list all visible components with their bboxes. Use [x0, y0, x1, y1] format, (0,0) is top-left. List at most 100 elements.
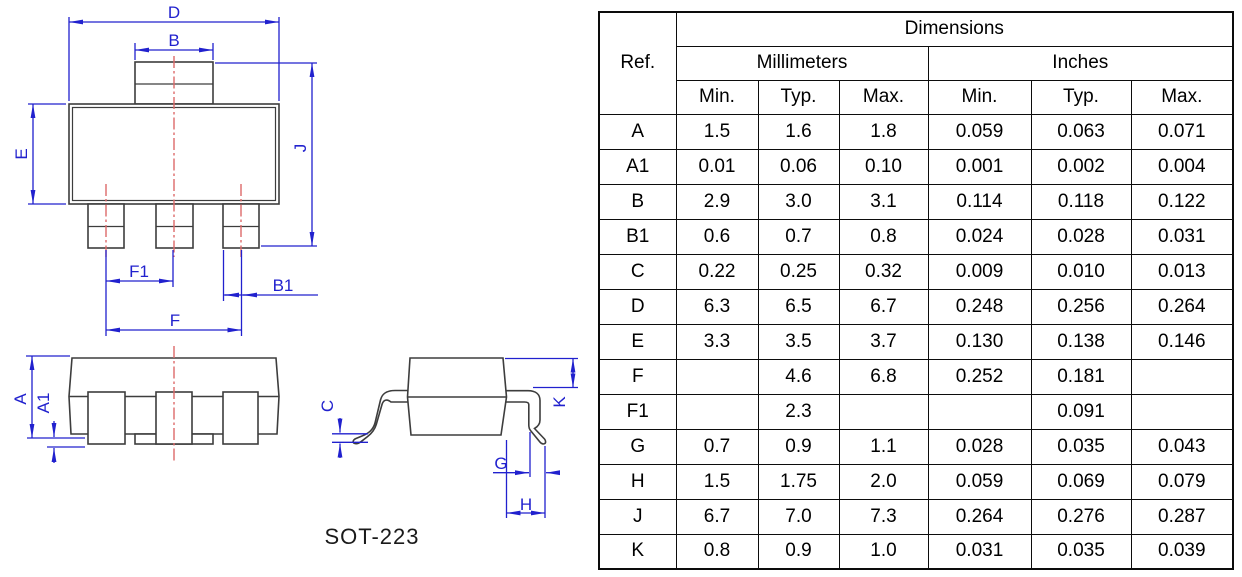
dim-label-G: G — [494, 454, 507, 473]
value-cell: 0.7 — [757, 218, 840, 255]
value-cell: 0.002 — [1030, 148, 1132, 185]
ref-cell: F1 — [598, 393, 677, 430]
col-header: Typ. — [757, 79, 840, 115]
value-cell: 0.079 — [1130, 463, 1234, 500]
dimensions-table-body: A 1.5 1.6 1.8 0.059 0.063 0.071 A1 0.01 0.06 0.10 0… — [598, 113, 1234, 570]
col-header: Max. — [838, 79, 929, 115]
front-view-dimensions — [26, 355, 85, 463]
unit-header-mm: Millimeters — [675, 45, 929, 81]
ref-cell: H — [598, 463, 677, 500]
table-row: J 6.7 7.0 7.3 0.264 0.276 0.287 — [598, 498, 1234, 535]
table-row: F 4.6 6.8 0.252 0.181 — [598, 358, 1234, 395]
value-cell: 6.3 — [675, 288, 759, 325]
ref-cell: E — [598, 323, 677, 360]
value-cell: 2.3 — [757, 393, 840, 430]
unit-header-in: Inches — [927, 45, 1234, 81]
value-cell: 0.181 — [1030, 358, 1132, 395]
value-cell — [675, 358, 759, 395]
ref-cell: G — [598, 428, 677, 465]
col-header: Min. — [675, 79, 759, 115]
value-cell: 0.069 — [1030, 463, 1132, 500]
value-cell: 0.01 — [675, 148, 759, 185]
value-cell: 1.5 — [675, 463, 759, 500]
ref-cell: J — [598, 498, 677, 535]
value-cell: 1.6 — [757, 113, 840, 150]
value-cell: 0.287 — [1130, 498, 1234, 535]
table-row: B 2.9 3.0 3.1 0.114 0.118 0.122 — [598, 183, 1234, 220]
dim-label-A: A — [11, 393, 30, 405]
lead-left — [352, 389, 410, 445]
value-cell: 0.039 — [1130, 533, 1234, 570]
side-view-dimensions — [332, 357, 578, 518]
value-cell: 7.3 — [838, 498, 929, 535]
table-row: F1 2.3 0.091 — [598, 393, 1234, 430]
dim-label-J: J — [291, 144, 310, 153]
value-cell: 0.138 — [1030, 323, 1132, 360]
value-cell: 6.5 — [757, 288, 840, 325]
top-view-centerlines — [105, 56, 242, 257]
table-row: H 1.5 1.75 2.0 0.059 0.069 0.079 — [598, 463, 1234, 500]
value-cell — [838, 393, 929, 430]
dim-label-H: H — [520, 495, 532, 514]
value-cell: 6.7 — [675, 498, 759, 535]
value-cell: 0.256 — [1030, 288, 1132, 325]
package-caption: SOT-223 — [324, 524, 419, 549]
value-cell: 2.0 — [838, 463, 929, 500]
value-cell: 4.6 — [757, 358, 840, 395]
dim-label-F: F — [170, 311, 180, 330]
value-cell: 0.118 — [1030, 183, 1132, 220]
value-cell: 0.043 — [1130, 428, 1234, 465]
value-cell: 0.059 — [927, 113, 1032, 150]
value-cell: 2.9 — [675, 183, 759, 220]
dim-label-A1: A1 — [34, 393, 53, 414]
value-cell: 0.252 — [927, 358, 1032, 395]
table-row: K 0.8 0.9 1.0 0.031 0.035 0.039 — [598, 533, 1234, 570]
table-row: D 6.3 6.5 6.7 0.248 0.256 0.264 — [598, 288, 1234, 325]
dim-label-C: C — [318, 400, 337, 412]
value-cell: 0.32 — [838, 253, 929, 290]
value-cell: 0.059 — [927, 463, 1032, 500]
ref-cell: F — [598, 358, 677, 395]
top-view-dimensions — [28, 17, 318, 336]
value-cell: 0.6 — [675, 218, 759, 255]
ref-cell: C — [598, 253, 677, 290]
value-cell: 0.091 — [1030, 393, 1132, 430]
value-cell: 0.9 — [757, 533, 840, 570]
lead-right — [502, 389, 547, 445]
value-cell: 0.25 — [757, 253, 840, 290]
dim-label-F1: F1 — [129, 262, 149, 281]
table-row: G 0.7 0.9 1.1 0.028 0.035 0.043 — [598, 428, 1234, 465]
col-header: Min. — [927, 79, 1032, 115]
dim-label-D: D — [168, 3, 180, 22]
top-view-labels: D B E J F1 B1 F — [12, 3, 310, 330]
value-cell: 0.063 — [1030, 113, 1132, 150]
table-row: C 0.22 0.25 0.32 0.009 0.010 0.013 — [598, 253, 1234, 290]
value-cell: 0.8 — [675, 533, 759, 570]
value-cell: 0.146 — [1130, 323, 1234, 360]
dim-label-E: E — [12, 148, 31, 159]
value-cell: 1.0 — [838, 533, 929, 570]
col-header: Max. — [1130, 79, 1234, 115]
value-cell: 3.3 — [675, 323, 759, 360]
side-view — [352, 357, 547, 445]
ref-cell: D — [598, 288, 677, 325]
dim-label-B1: B1 — [273, 276, 294, 295]
pin — [87, 391, 126, 445]
value-cell: 6.7 — [838, 288, 929, 325]
dimensions-table: Ref. Dimensions Millimeters Inches Min. … — [598, 11, 1235, 570]
value-cell: 6.8 — [838, 358, 929, 395]
value-cell: 0.010 — [1030, 253, 1132, 290]
value-cell: 0.004 — [1130, 148, 1234, 185]
dim-label-B: B — [168, 31, 179, 50]
value-cell: 1.1 — [838, 428, 929, 465]
value-cell: 0.035 — [1030, 533, 1132, 570]
pin — [222, 391, 259, 445]
value-cell: 0.031 — [1130, 218, 1234, 255]
value-cell — [927, 393, 1032, 430]
table-row: B1 0.6 0.7 0.8 0.024 0.028 0.031 — [598, 218, 1234, 255]
col-header: Typ. — [1030, 79, 1132, 115]
table-row: A 1.5 1.6 1.8 0.059 0.063 0.071 — [598, 113, 1234, 150]
ref-cell: K — [598, 533, 677, 570]
value-cell: 0.122 — [1130, 183, 1234, 220]
